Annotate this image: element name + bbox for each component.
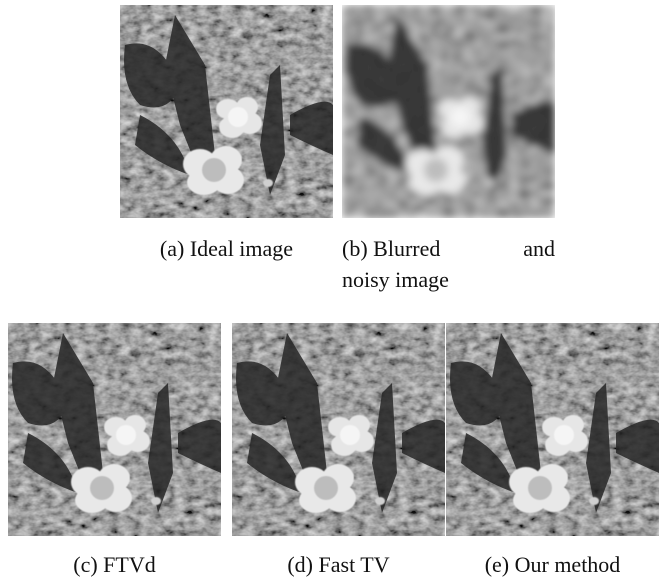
caption: (e) Our method	[446, 552, 659, 578]
caption: (a) Ideal image	[120, 236, 333, 262]
caption: (d) Fast TV	[232, 552, 445, 578]
image-a	[120, 5, 333, 218]
caption-line: (b) Blurred and	[342, 236, 555, 262]
image-b	[342, 5, 555, 218]
image-e	[446, 323, 659, 536]
figure-page: {"figure": {"subfigures": [ {"caption": …	[0, 0, 659, 585]
caption: (b) Blurred and noisy image	[342, 236, 555, 293]
caption-line: noisy image	[342, 267, 555, 293]
caption-text: and	[523, 236, 555, 262]
image-d	[232, 323, 445, 536]
caption-text: (b) Blurred	[342, 236, 440, 262]
image-c	[8, 323, 221, 536]
caption: (c) FTVd	[8, 552, 221, 578]
